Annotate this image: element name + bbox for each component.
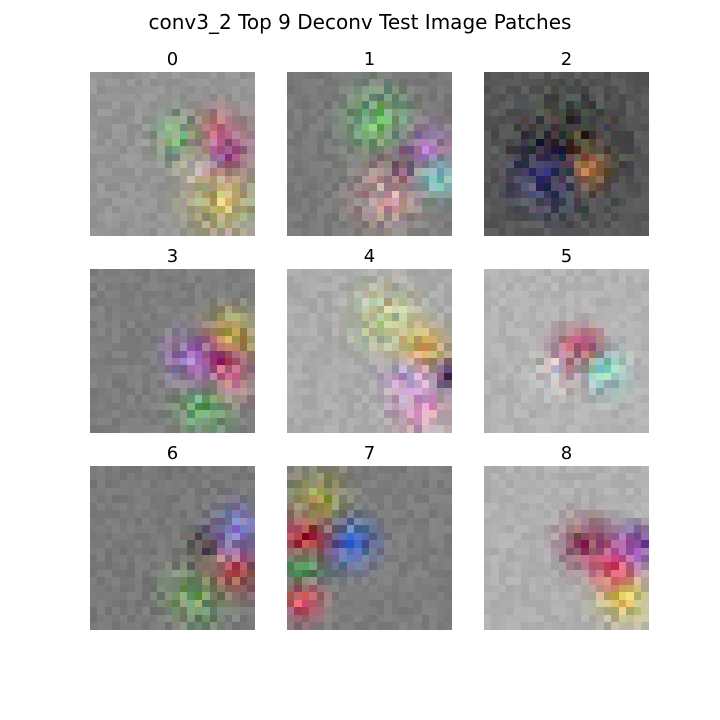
patch-label: 8 [560, 443, 573, 464]
patch-label: 7 [363, 443, 376, 464]
patch-label: 3 [166, 246, 179, 267]
patch-label: 4 [363, 246, 376, 267]
patch-image [484, 466, 649, 630]
patch-panel-5: 5 [484, 247, 649, 433]
patch-image [287, 72, 452, 236]
patch-label: 0 [166, 49, 179, 70]
patch-label: 2 [560, 49, 573, 70]
patch-image [90, 269, 255, 433]
patch-image [484, 269, 649, 433]
patch-image [287, 466, 452, 630]
patch-panel-8: 8 [484, 444, 649, 630]
patch-panel-6: 6 [90, 444, 255, 630]
patch-image [287, 269, 452, 433]
patch-image [484, 72, 649, 236]
patch-label: 5 [560, 246, 573, 267]
patch-panel-1: 1 [287, 50, 452, 236]
patch-panel-0: 0 [90, 50, 255, 236]
patch-panel-7: 7 [287, 444, 452, 630]
patch-label: 6 [166, 443, 179, 464]
patch-panel-2: 2 [484, 50, 649, 236]
patch-image [90, 466, 255, 630]
patch-label: 1 [363, 49, 376, 70]
patch-image [90, 72, 255, 236]
patch-panel-3: 3 [90, 247, 255, 433]
figure-title: conv3_2 Top 9 Deconv Test Image Patches [148, 10, 572, 34]
patch-panel-4: 4 [287, 247, 452, 433]
